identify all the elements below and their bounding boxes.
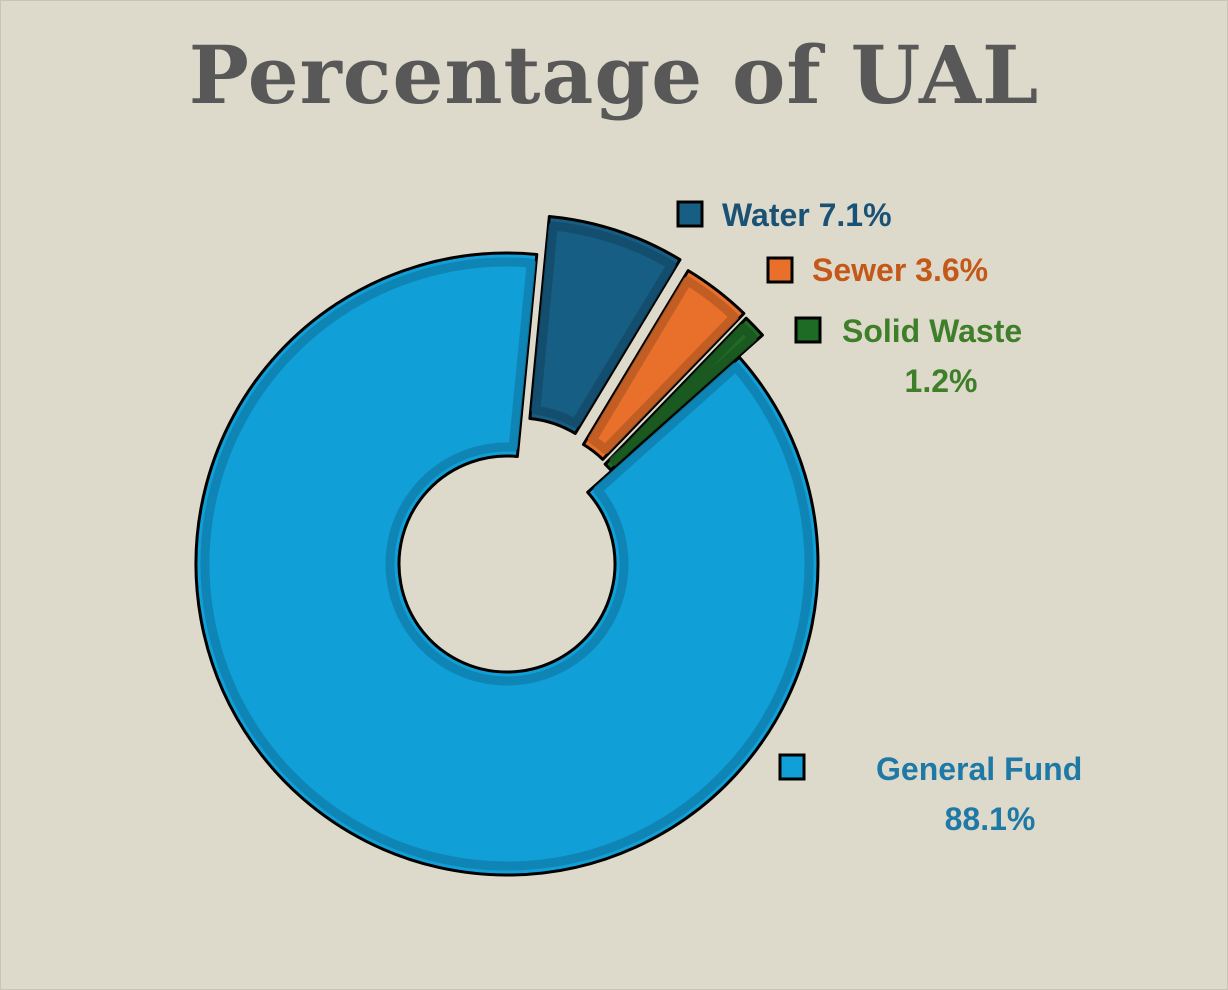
data-label-water: Water 7.1%: [722, 197, 892, 233]
slice-bevel-water: [531, 221, 676, 428]
data-label-general-fund: General Fund: [876, 751, 1082, 787]
legend-swatch-general-fund: [778, 753, 806, 781]
slice-water: [528, 214, 682, 436]
legend-swatch-solid-waste: [794, 316, 822, 344]
data-label-sewer: Sewer 3.6%: [812, 252, 988, 288]
slice-general-fund: [194, 251, 820, 877]
legend-swatch-sewer: [766, 256, 794, 284]
slice-bevel-general-fund: [200, 257, 814, 871]
legend-swatch-water: [676, 200, 704, 228]
chart-title: Percentage of UAL: [188, 28, 1040, 122]
slice-group-sewer: [581, 269, 746, 461]
slice-sewer: [581, 269, 746, 461]
slice-group-general-fund: [194, 251, 820, 877]
slice-bevel-solid-waste: [609, 323, 758, 466]
slice-bevel-sewer: [587, 276, 739, 454]
data-value-solid-waste: 1.2%: [905, 363, 978, 399]
data-value-general-fund: 88.1%: [945, 801, 1036, 837]
data-label-solid-waste: Solid Waste: [842, 313, 1022, 349]
slice-group-water: [528, 214, 682, 436]
